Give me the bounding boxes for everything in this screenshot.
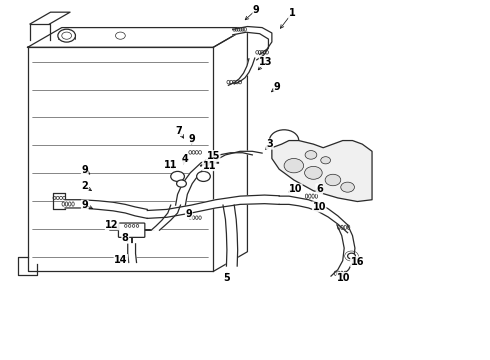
Circle shape bbox=[305, 166, 322, 179]
Polygon shape bbox=[223, 205, 238, 266]
Text: 9: 9 bbox=[253, 5, 260, 15]
Polygon shape bbox=[128, 244, 137, 262]
Text: 6: 6 bbox=[316, 184, 322, 194]
Text: 3: 3 bbox=[267, 139, 273, 149]
Text: 14: 14 bbox=[114, 255, 127, 265]
Circle shape bbox=[116, 32, 125, 39]
Circle shape bbox=[176, 180, 186, 187]
Polygon shape bbox=[228, 58, 255, 85]
Circle shape bbox=[284, 158, 304, 173]
Text: 1: 1 bbox=[289, 8, 295, 18]
Circle shape bbox=[305, 150, 317, 159]
Polygon shape bbox=[331, 225, 355, 276]
Circle shape bbox=[347, 253, 355, 259]
Circle shape bbox=[58, 29, 75, 42]
Circle shape bbox=[341, 182, 354, 192]
Text: 16: 16 bbox=[351, 257, 364, 267]
Text: 7: 7 bbox=[175, 126, 182, 135]
Circle shape bbox=[196, 171, 210, 181]
Text: 10: 10 bbox=[289, 184, 302, 194]
Circle shape bbox=[171, 171, 184, 181]
Text: 9: 9 bbox=[185, 209, 192, 219]
Text: 11: 11 bbox=[202, 161, 216, 171]
Text: 9: 9 bbox=[81, 200, 88, 210]
Text: 5: 5 bbox=[223, 273, 230, 283]
Circle shape bbox=[229, 241, 237, 247]
Polygon shape bbox=[65, 200, 147, 219]
Polygon shape bbox=[147, 195, 279, 219]
Text: 15: 15 bbox=[206, 150, 220, 161]
Text: 4: 4 bbox=[181, 154, 188, 164]
Circle shape bbox=[325, 174, 341, 186]
Polygon shape bbox=[272, 140, 372, 202]
Circle shape bbox=[62, 32, 72, 39]
Text: 10: 10 bbox=[313, 202, 326, 212]
Circle shape bbox=[229, 198, 237, 204]
Text: 12: 12 bbox=[105, 220, 119, 230]
Text: 9: 9 bbox=[81, 165, 88, 175]
Text: 2: 2 bbox=[81, 181, 88, 192]
Text: 9: 9 bbox=[274, 82, 281, 93]
Polygon shape bbox=[233, 27, 272, 60]
Text: 13: 13 bbox=[259, 57, 273, 67]
FancyBboxPatch shape bbox=[119, 223, 145, 237]
Text: 10: 10 bbox=[337, 273, 350, 283]
Polygon shape bbox=[175, 151, 262, 205]
Polygon shape bbox=[151, 205, 180, 230]
Text: 8: 8 bbox=[122, 233, 129, 243]
Circle shape bbox=[321, 157, 331, 164]
Polygon shape bbox=[279, 196, 347, 233]
Text: 11: 11 bbox=[164, 159, 177, 170]
Text: 9: 9 bbox=[189, 134, 196, 144]
